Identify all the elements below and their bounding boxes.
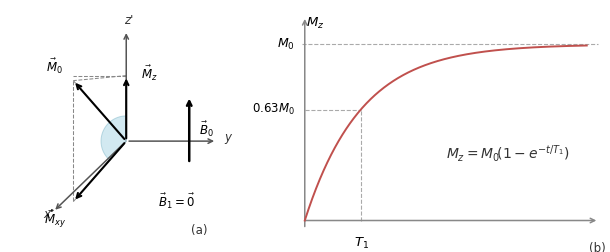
Text: x': x': [43, 208, 53, 221]
Text: $0.63M_0$: $0.63M_0$: [252, 102, 295, 117]
Text: (b): (b): [589, 242, 605, 252]
Text: z': z': [124, 14, 134, 27]
Text: (a): (a): [191, 224, 207, 237]
Text: $\vec{M}_z$: $\vec{M}_z$: [142, 64, 158, 83]
Text: y: y: [224, 131, 232, 144]
Text: $M_z$: $M_z$: [306, 16, 325, 31]
Text: $M_0$: $M_0$: [277, 37, 295, 52]
Text: $\vec{B}_1 = \vec{0}$: $\vec{B}_1 = \vec{0}$: [158, 192, 195, 211]
Text: $\vec{M}_{xy}$: $\vec{M}_{xy}$: [44, 209, 66, 230]
Text: $T_1$: $T_1$: [354, 236, 368, 251]
Text: $M_z = M_0\!\left(1 - e^{-t/T_1}\right)$: $M_z = M_0\!\left(1 - e^{-t/T_1}\right)$: [446, 143, 570, 164]
Text: $\vec{M}_0$: $\vec{M}_0$: [46, 56, 63, 76]
Text: $\vec{B}_0$: $\vec{B}_0$: [199, 120, 214, 139]
Polygon shape: [101, 116, 126, 160]
